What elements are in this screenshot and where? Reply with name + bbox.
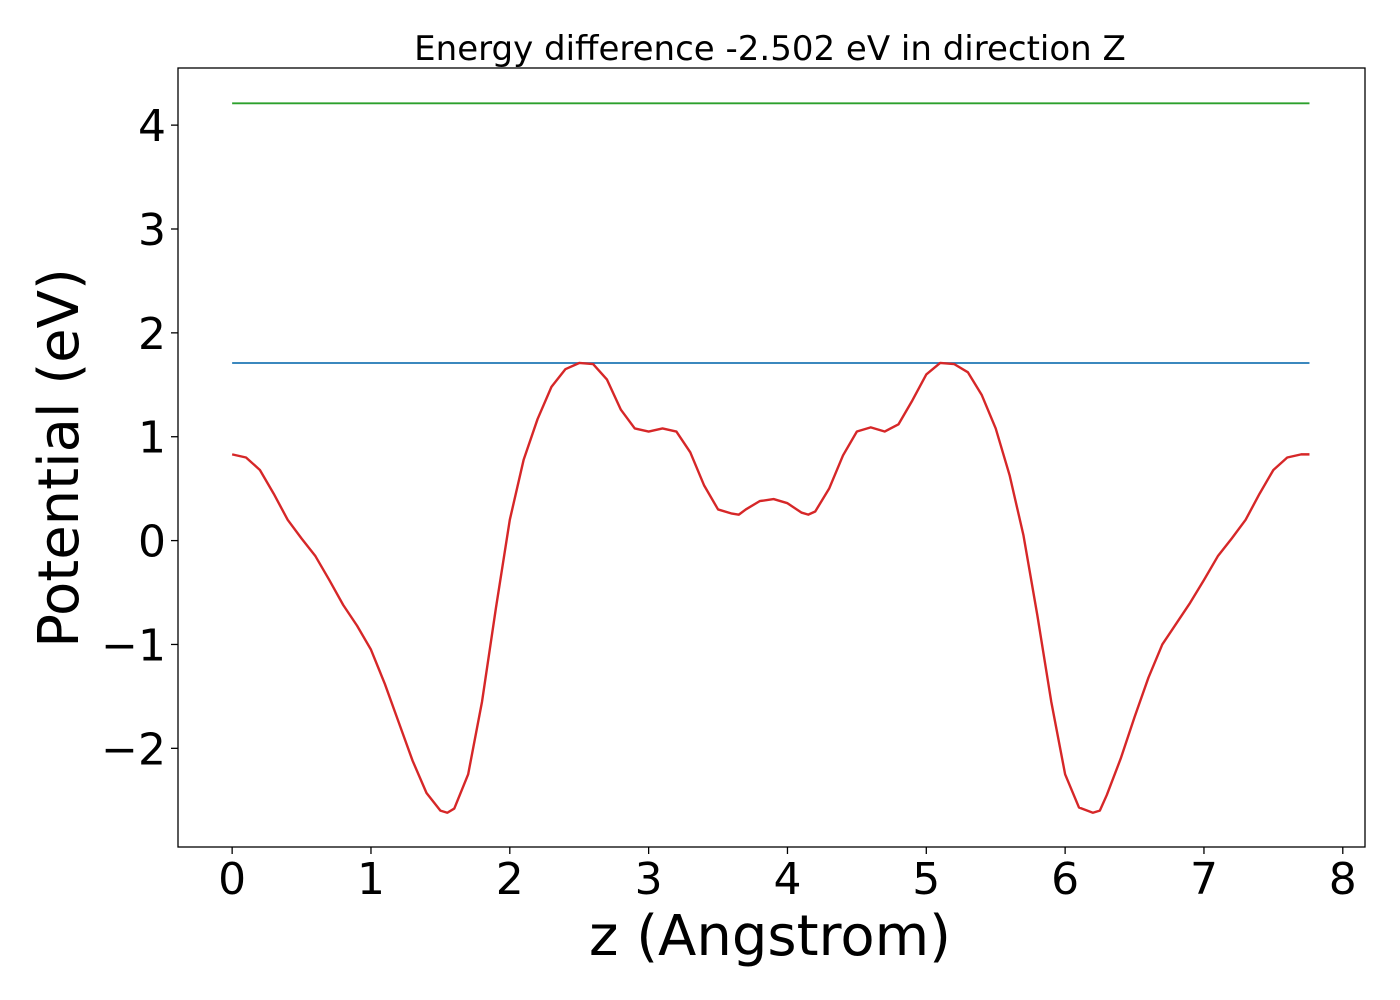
y-tick-label: 4 — [138, 101, 166, 152]
x-tick-label: 2 — [496, 854, 524, 905]
x-tick-label: 8 — [1329, 854, 1357, 905]
x-tick-label: 5 — [912, 854, 940, 905]
chart-title: Energy difference -2.502 eV in direction… — [414, 29, 1126, 69]
x-axis-label: z (Angstrom) — [589, 904, 951, 969]
y-tick-label: 0 — [138, 517, 166, 568]
y-tick-label: 3 — [138, 205, 166, 256]
series-line-red — [231, 361, 1310, 814]
x-tick-label: 6 — [1051, 854, 1079, 905]
x-tick-label: 1 — [357, 854, 385, 905]
plot-frame — [177, 67, 1366, 848]
x-axis: 0 1 2 3 4 5 6 7 8 — [218, 847, 1357, 905]
y-axis: −2 −1 0 1 2 3 4 — [101, 101, 178, 775]
y-axis-label: Potential (eV) — [27, 268, 92, 648]
x-tick-label: 7 — [1190, 854, 1218, 905]
x-tick-label: 3 — [635, 854, 663, 905]
x-tick-label: 4 — [773, 854, 801, 905]
series-layer — [231, 102, 1310, 814]
y-tick-label: 1 — [138, 413, 166, 464]
y-tick-label: −2 — [101, 724, 166, 775]
y-tick-label: −1 — [101, 620, 166, 671]
y-tick-label: 2 — [138, 309, 166, 360]
x-tick-label: 0 — [218, 854, 246, 905]
